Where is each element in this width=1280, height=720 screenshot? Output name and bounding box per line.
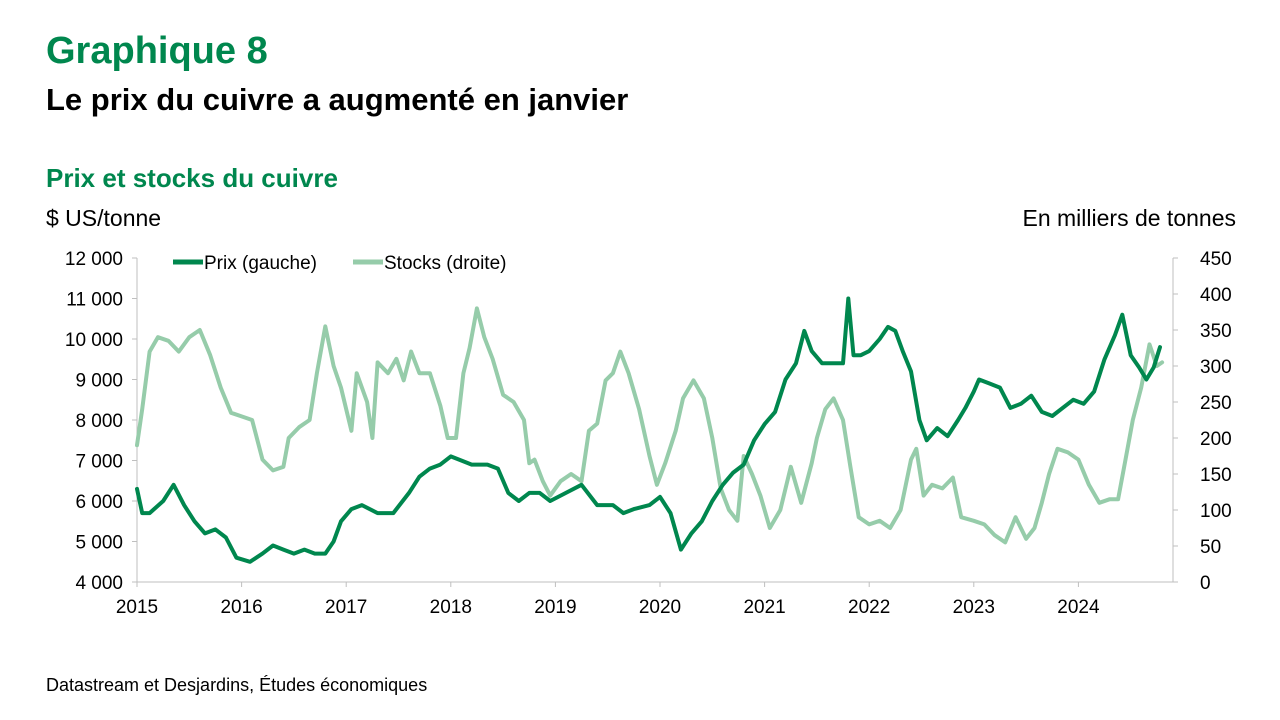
y-right-tick-label: 200 [1200, 429, 1232, 450]
y-right-tick-label: 350 [1200, 321, 1232, 342]
y-right-tick-label: 150 [1200, 465, 1232, 486]
y-left-tick-label: 8 000 [75, 411, 123, 432]
right-axis-unit: En milliers de tonnes [1022, 205, 1237, 231]
y-right-tick-label: 400 [1200, 285, 1232, 306]
y-left-tick-label: 6 000 [75, 492, 123, 513]
y-right-tick-label: 0 [1200, 573, 1211, 594]
y-right-tick-label: 250 [1200, 393, 1232, 414]
x-tick-label: 2018 [430, 597, 472, 618]
figure-number: Graphique 8 [46, 30, 268, 72]
y-right-tick-label: 50 [1200, 537, 1221, 558]
x-tick-label: 2023 [953, 597, 995, 618]
x-tick-label: 2016 [220, 597, 262, 618]
x-tick-label: 2024 [1057, 597, 1100, 618]
legend-label-prix: Prix (gauche) [204, 253, 317, 274]
headline: Le prix du cuivre a augmenté en janvier [46, 82, 629, 117]
x-tick-label: 2020 [639, 597, 681, 618]
series-line-prix [135, 296, 1162, 564]
y-left-tick-label: 11 000 [66, 290, 123, 311]
left-axis-unit: $ US/tonne [46, 205, 162, 231]
y-left-tick-label: 9 000 [75, 371, 123, 392]
source-note: Datastream et Desjardins, Études économi… [46, 675, 428, 695]
chart-title: Prix et stocks du cuivre [46, 163, 338, 193]
x-tick-label: 2021 [743, 597, 785, 618]
y-left-tick-label: 4 000 [75, 573, 123, 594]
y-left-tick-label: 12 000 [65, 249, 123, 270]
x-tick-label: 2017 [325, 597, 367, 618]
y-right-tick-label: 450 [1200, 249, 1232, 270]
y-left-tick-label: 10 000 [65, 330, 123, 351]
series-line-stocks [135, 306, 1165, 545]
y-left-tick-label: 7 000 [75, 452, 123, 473]
legend-label-stocks: Stocks (droite) [384, 253, 506, 274]
x-tick-label: 2015 [116, 597, 158, 618]
x-tick-label: 2022 [848, 597, 890, 618]
y-right-tick-label: 100 [1200, 501, 1232, 522]
y-left-tick-label: 5 000 [75, 533, 123, 554]
y-right-tick-label: 300 [1200, 357, 1232, 378]
x-tick-label: 2019 [534, 597, 576, 618]
